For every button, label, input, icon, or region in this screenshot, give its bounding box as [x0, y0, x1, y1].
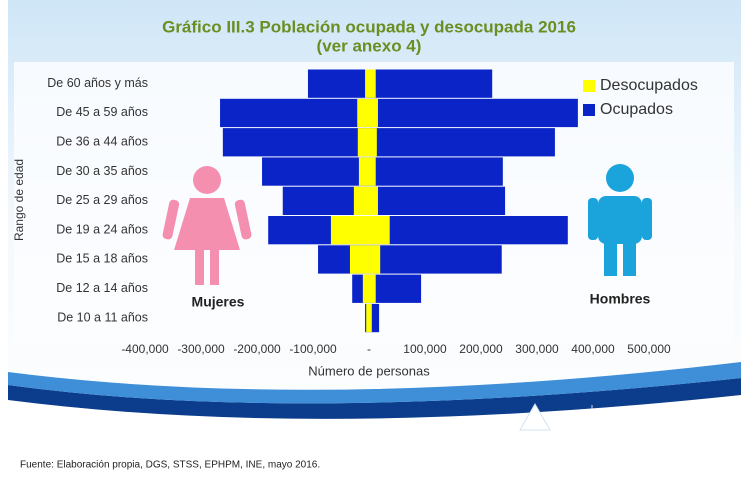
logo-text: REPÚBLICA DE HONDURAS: [498, 443, 571, 450]
logo-text: GOBIERNO DE LA: [511, 437, 558, 443]
bar: [369, 186, 378, 215]
bar: [307, 69, 369, 98]
y-axis-label: Rango de edad: [12, 159, 26, 241]
bar: [369, 98, 378, 128]
bar: [357, 98, 369, 128]
bar: [366, 303, 369, 333]
bar: [369, 98, 578, 128]
man-icon: [588, 164, 652, 276]
x-tick-label: -300,000: [177, 342, 225, 356]
bar: [369, 216, 568, 245]
group-label: Hombres: [590, 291, 651, 307]
wave: [8, 362, 741, 404]
bar: [369, 303, 380, 333]
wave: [8, 395, 741, 455]
bar: [369, 274, 422, 303]
legend-swatch: [583, 104, 595, 116]
bar: [369, 245, 502, 274]
x-tick-label: 100,000: [403, 342, 447, 356]
bar: [369, 274, 376, 303]
bar: [369, 69, 376, 98]
y-tick-label: De 60 años y más: [47, 76, 148, 90]
bar: [369, 157, 376, 186]
bar: [369, 245, 381, 274]
bar: [369, 216, 390, 245]
chart-subtitle: (ver anexo 4): [317, 36, 422, 55]
bar: [362, 274, 369, 303]
logo-text: SECRETARÍA DE TRABAJO Y: [602, 425, 698, 434]
bar: [369, 303, 372, 333]
y-tick-label: De 25 a 29 años: [56, 193, 148, 207]
logo-right: ★ ★ ★ ★ ★ SECRETARÍA DE TRABAJO Y SEGURI…: [602, 412, 698, 442]
logo-left: GOBIERNO DE LA REPÚBLICA DE HONDURAS: [498, 402, 572, 450]
bar: [262, 157, 369, 186]
bar: [222, 128, 369, 157]
y-tick-label: De 10 a 11 años: [57, 310, 148, 324]
bar: [369, 186, 506, 215]
bar: [369, 69, 493, 98]
x-tick-label: 400,000: [571, 342, 615, 356]
bar: [358, 157, 369, 186]
bar: [353, 186, 369, 215]
x-tick-label: -: [367, 342, 371, 356]
bar: [349, 245, 369, 274]
y-tick-label: De 45 a 59 años: [56, 105, 148, 119]
chart-title: Gráfico III.3 Población ocupada y desocu…: [162, 17, 576, 36]
woman-icon: [162, 166, 252, 285]
group-label: Mujeres: [192, 294, 245, 310]
bar: [357, 128, 369, 157]
legend-label: Ocupados: [600, 101, 673, 118]
stars: ★ ★ ★ ★ ★: [625, 412, 675, 422]
bar: [365, 69, 369, 98]
x-axis-label: Número de personas: [308, 363, 430, 378]
bar: [330, 216, 369, 245]
y-tick-label: De 15 a 18 años: [56, 252, 148, 266]
y-tick-label: De 12 a 14 años: [56, 281, 148, 295]
x-tick-label: -100,000: [289, 342, 337, 356]
y-tick-label: De 36 a 44 años: [56, 135, 148, 149]
legend-swatch: [583, 80, 595, 92]
x-tick-label: 500,000: [627, 342, 671, 356]
x-tick-label: -400,000: [121, 342, 169, 356]
x-tick-label: 300,000: [515, 342, 559, 356]
x-tick-label: -200,000: [233, 342, 281, 356]
bar: [369, 157, 503, 186]
x-tick-label: 200,000: [459, 342, 503, 356]
source: Fuente: Elaboración propia, DGS, STSS, E…: [20, 460, 320, 471]
bar: [220, 98, 369, 128]
logo-text: SEGURIDAD SOCIAL: [615, 436, 684, 443]
legend-label: Desocupados: [600, 77, 698, 94]
y-tick-label: De 30 a 35 años: [56, 164, 148, 178]
bar: [369, 128, 377, 157]
bar: [369, 128, 555, 157]
y-tick-label: De 19 a 24 años: [56, 222, 148, 236]
